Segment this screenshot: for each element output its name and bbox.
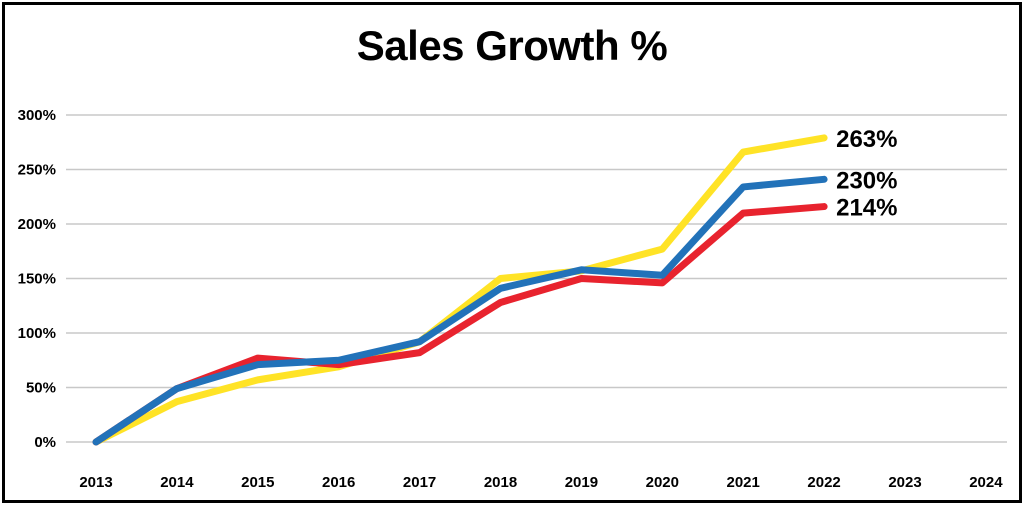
x-tick-label: 2018 [484, 474, 517, 491]
x-tick-label: 2020 [646, 474, 679, 491]
x-tick-label: 2014 [160, 474, 194, 491]
y-tick-label: 200% [18, 216, 56, 233]
x-tick-label: 2024 [969, 474, 1003, 491]
series-end-label: 214% [836, 195, 897, 222]
x-axis-ticks: 2013 2014 2015 2016 2017 2018 2019 2020 2021 2022… [79, 474, 1003, 491]
x-tick-label: 2023 [888, 474, 921, 491]
y-tick-label: 250% [18, 162, 56, 179]
x-tick-label: 2019 [565, 474, 598, 491]
series-end-label: 263% [836, 126, 897, 153]
y-tick-label: 150% [18, 271, 56, 288]
y-axis-ticks: 0% 50% 100% 150% 200% 250% 300% [18, 107, 56, 451]
series-lines [92, 134, 828, 446]
series-end-label: 230% [836, 167, 897, 194]
chart-title: Sales Growth % [356, 22, 668, 69]
x-tick-label: 2013 [79, 474, 112, 491]
end-labels: 263% 214%230% [836, 126, 897, 222]
x-tick-label: 2015 [241, 474, 274, 491]
series-line [92, 134, 828, 446]
y-tick-label: 50% [26, 380, 56, 397]
x-tick-label: 2016 [322, 474, 355, 491]
y-tick-label: 100% [18, 325, 56, 342]
x-tick-label: 2017 [403, 474, 436, 491]
y-tick-label: 0% [34, 434, 56, 451]
x-tick-label: 2022 [807, 474, 840, 491]
x-tick-label: 2021 [727, 474, 760, 491]
series-line [92, 203, 828, 446]
y-tick-label: 300% [18, 107, 56, 124]
series-line [92, 175, 828, 446]
